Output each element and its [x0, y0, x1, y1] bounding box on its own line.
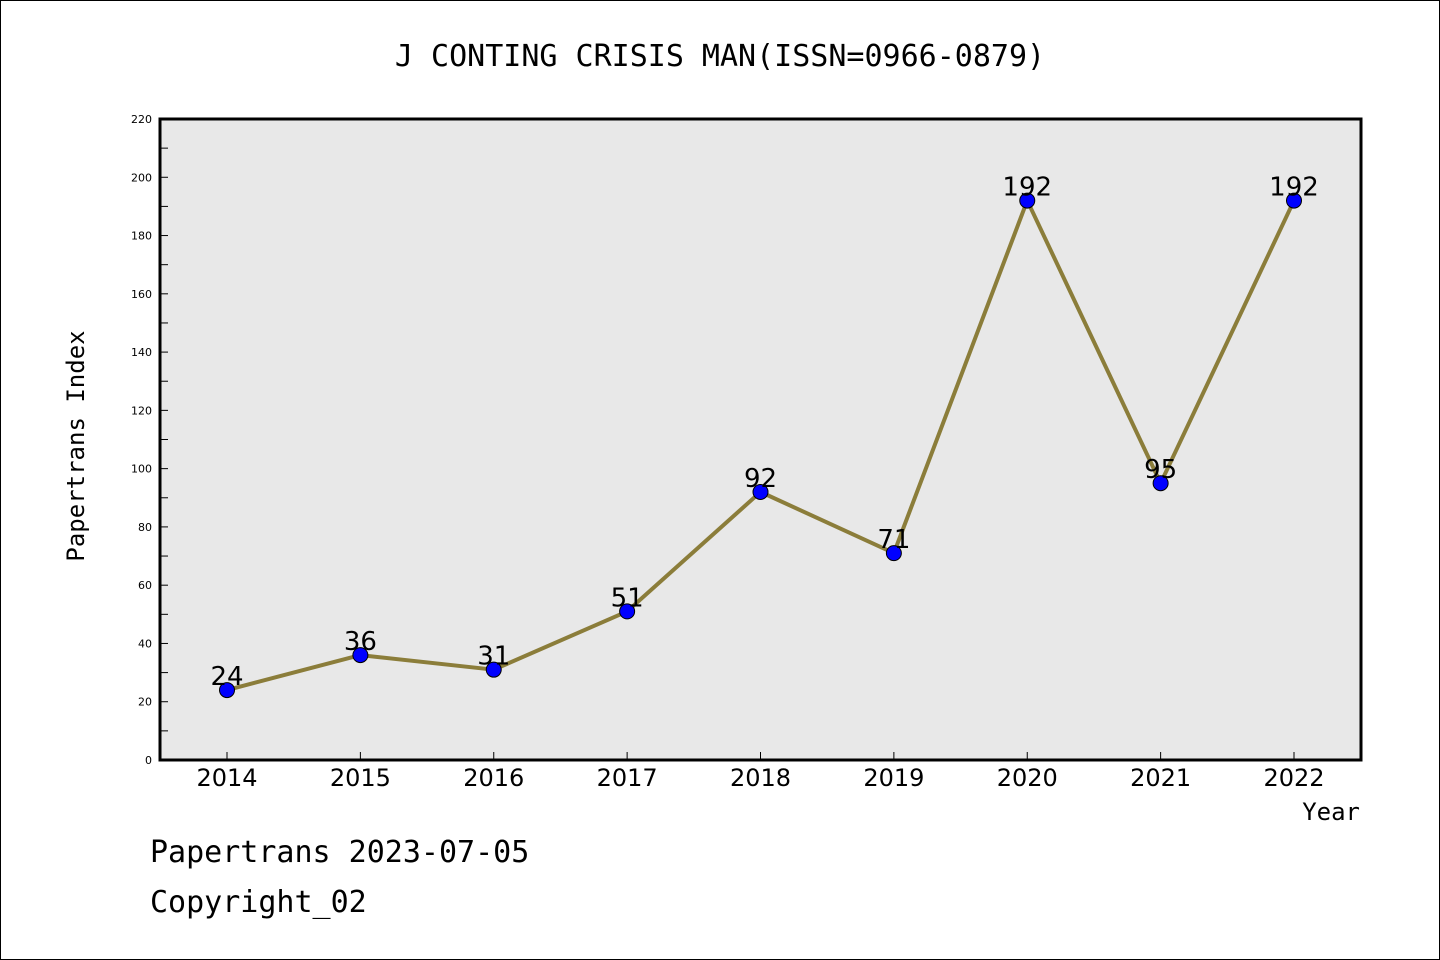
data-point	[219, 682, 235, 699]
data-label: 192	[1269, 173, 1319, 203]
y-tick-label: 140	[131, 346, 152, 359]
y-tick-label: 120	[131, 404, 152, 417]
data-point	[485, 661, 502, 678]
y-tick-label: 180	[131, 230, 152, 243]
y-tick-label: 0	[145, 754, 152, 767]
x-tick-label: 2019	[863, 764, 924, 792]
data-point	[1019, 192, 1036, 209]
data-point	[885, 545, 902, 562]
data-label: 36	[344, 627, 377, 657]
x-tick-label: 2015	[330, 764, 391, 792]
y-tick-label: 60	[138, 579, 152, 592]
y-tick-label: 40	[138, 637, 152, 650]
series-points	[219, 192, 1302, 699]
data-point	[752, 483, 769, 500]
x-tick-label: 2021	[1130, 764, 1191, 792]
y-tick-label: 20	[138, 696, 152, 709]
footer-copyright: Copyright_02	[150, 885, 367, 920]
data-label: 95	[1144, 455, 1177, 485]
x-tick-label: 2016	[463, 764, 524, 792]
x-tick-label: 2018	[730, 764, 791, 792]
data-label: 92	[744, 464, 777, 494]
data-point	[619, 603, 636, 620]
data-label: 24	[210, 662, 243, 692]
data-label: 51	[611, 583, 644, 613]
y-tick-label: 220	[131, 113, 152, 126]
y-tick-label: 200	[131, 171, 152, 184]
y-axis: 0 20 40 60 80 100 120 140 160 180 200 220	[131, 113, 168, 767]
y-tick-label: 80	[138, 521, 152, 534]
x-tick-label: 2017	[597, 764, 658, 792]
x-tick-label: 2022	[1263, 764, 1324, 792]
data-label: 192	[1002, 173, 1052, 203]
data-point	[1152, 475, 1169, 492]
y-tick-label: 160	[131, 288, 152, 301]
footer-date: Papertrans 2023-07-05	[150, 835, 530, 870]
data-labels: 24 36 31 51 92 71 192 95 192	[210, 173, 1318, 692]
data-point	[1286, 192, 1302, 209]
data-label: 71	[877, 525, 910, 555]
x-axis-label: Year	[1302, 798, 1360, 826]
data-point	[352, 647, 369, 664]
y-axis-label: Papertrans Index	[62, 330, 90, 561]
x-tick-label: 2020	[997, 764, 1058, 792]
y-tick-label: 100	[131, 463, 152, 476]
x-axis: 2014 2015 2016 2017 2018 2019 2020 2021 2022	[196, 752, 1325, 792]
x-tick-label: 2014	[196, 764, 257, 792]
chart-title: J CONTING CRISIS MAN(ISSN=0966-0879)	[395, 39, 1045, 74]
data-label: 31	[477, 642, 510, 672]
